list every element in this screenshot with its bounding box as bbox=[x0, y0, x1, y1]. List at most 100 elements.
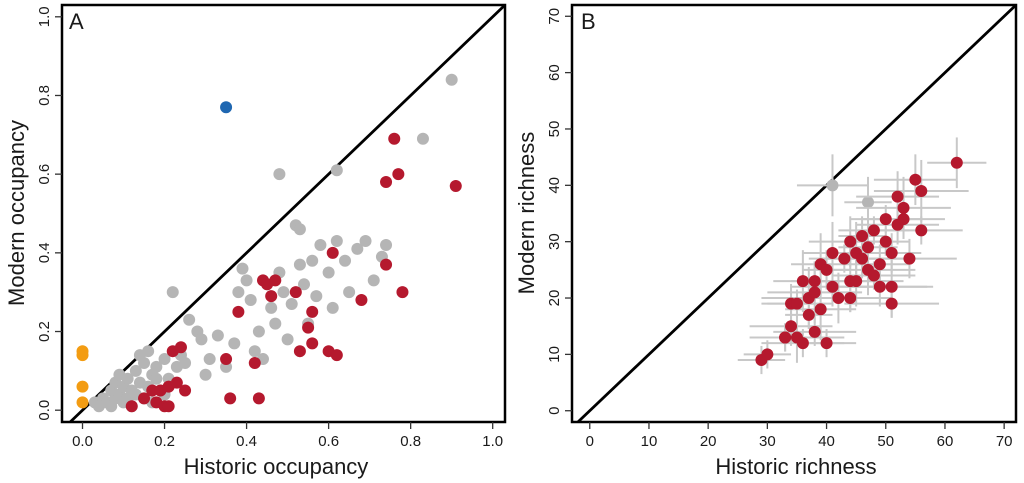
panel-a-point-red bbox=[449, 179, 462, 192]
panel-a-point-gray bbox=[343, 286, 356, 299]
panel-a-point-red bbox=[252, 392, 265, 405]
panel-b-point-red bbox=[903, 252, 916, 265]
panel-b-y-axis-title: Modern richness bbox=[514, 132, 539, 295]
panel-a-point-gray bbox=[322, 266, 335, 279]
panel-b-point-red bbox=[826, 246, 839, 259]
panel-b-point-red bbox=[779, 331, 792, 344]
panel-a-point-gray bbox=[236, 262, 249, 275]
panel-a-point-red bbox=[293, 345, 306, 358]
panel-b-point-red bbox=[808, 325, 821, 338]
panel-a-point-gray bbox=[150, 360, 163, 373]
panel-a-point-red bbox=[125, 400, 138, 413]
panel-a-point-orange bbox=[76, 396, 89, 409]
panel-a-point-gray bbox=[129, 364, 142, 377]
panel-a-y-tick-label: 0.0 bbox=[36, 400, 53, 421]
panel-b-y-tick-label: 40 bbox=[546, 177, 563, 194]
panel-a-point-red bbox=[174, 341, 187, 354]
panel-a-point-gray bbox=[228, 337, 241, 350]
panel-a-point-gray bbox=[158, 353, 171, 366]
panel-a-x-tick-label: 0.6 bbox=[318, 433, 339, 450]
panel-a-point-red bbox=[326, 246, 339, 259]
panel-a-point-red bbox=[396, 286, 409, 299]
panel-b-point-red bbox=[844, 235, 857, 248]
panel-a-point-red bbox=[380, 176, 393, 189]
panel-a-point-red bbox=[330, 349, 343, 362]
panel-b-point-red bbox=[820, 337, 833, 350]
panel-b-point-red bbox=[761, 348, 774, 361]
panel-b-x-tick-label: 40 bbox=[818, 433, 835, 450]
panel-a-point-red bbox=[302, 321, 315, 334]
panel-a-one-to-one-line bbox=[69, 3, 506, 424]
panel-a-point-gray bbox=[199, 368, 212, 381]
panel-a-point-red bbox=[269, 274, 282, 287]
panel-a-point-red bbox=[224, 392, 237, 405]
panel-a-point-red bbox=[220, 353, 233, 366]
panel-b-y-tick-label: 0 bbox=[546, 407, 563, 415]
panel-a-point-red bbox=[306, 305, 319, 318]
panel-a-point-gray bbox=[150, 372, 163, 385]
panel-a-point-gray bbox=[277, 286, 290, 299]
panel-a-point-gray bbox=[380, 238, 393, 251]
panel-a-point-gray bbox=[248, 345, 261, 358]
panel-b-point-red bbox=[790, 297, 803, 310]
panel-a-point-gray bbox=[367, 274, 380, 287]
panel-a-y-tick-label: 0.2 bbox=[36, 321, 53, 342]
panel-a-point-red bbox=[380, 258, 393, 271]
panel-b-y-tick-label: 70 bbox=[546, 8, 563, 25]
panel-a-point-red bbox=[355, 294, 368, 307]
panel-b-point-red bbox=[832, 292, 845, 305]
panel-a-point-gray bbox=[281, 333, 294, 346]
panel-b-point-gray bbox=[862, 196, 874, 209]
panel-a-points bbox=[76, 73, 462, 413]
panel-a-point-gray bbox=[339, 254, 352, 267]
panel-a-point-gray bbox=[293, 223, 306, 236]
panel-b-y-tick-label: 10 bbox=[546, 346, 563, 363]
panel-b-point-red bbox=[820, 263, 833, 276]
panel-b-point-red bbox=[885, 297, 898, 310]
panel-b-x-tick-label: 10 bbox=[641, 433, 658, 450]
panel-a-y-tick-label: 0.8 bbox=[36, 85, 53, 106]
panel-a-point-red bbox=[388, 132, 401, 145]
panel-a-point-gray bbox=[244, 294, 257, 307]
panel-a-x-tick-label: 0.0 bbox=[72, 433, 93, 450]
panel-a-point-gray bbox=[326, 301, 339, 314]
panel-a-point-gray bbox=[203, 353, 216, 366]
panel-b-point-red bbox=[891, 190, 904, 203]
panel-a-point-red bbox=[162, 400, 175, 413]
panel-a-point-gray bbox=[306, 254, 319, 267]
panel-a-point-red bbox=[170, 376, 183, 389]
panel-a-point-gray bbox=[133, 349, 146, 362]
panel-a-x-axis-title: Historic occupancy bbox=[184, 454, 369, 479]
panel-b-point-red bbox=[897, 201, 910, 214]
panel-a-point-gray bbox=[314, 238, 327, 251]
panel-b-y-tick-label: 60 bbox=[546, 64, 563, 81]
panel-a-point-red bbox=[306, 337, 319, 350]
panel-a-point-gray bbox=[293, 258, 306, 271]
panel-a-y-axis-title: Modern occupancy bbox=[4, 120, 29, 306]
panel-b-point-red bbox=[873, 258, 886, 271]
panel-b-point-red bbox=[856, 252, 869, 265]
panel-b-point-gray bbox=[826, 179, 839, 192]
panel-a-letter: A bbox=[69, 9, 84, 34]
panel-a-point-gray bbox=[183, 313, 196, 326]
panel-b-point-red bbox=[867, 269, 880, 282]
panel-b-point-red bbox=[915, 224, 928, 237]
panel-b-y-tick-label: 30 bbox=[546, 233, 563, 250]
panel-b-point-red bbox=[885, 246, 898, 259]
panel-b-y-tick-label: 50 bbox=[546, 121, 563, 138]
panel-b-point-red bbox=[867, 224, 880, 237]
panel-a-y-tick-label: 0.4 bbox=[36, 242, 53, 263]
panel-a-plot-frame bbox=[60, 3, 507, 424]
panel-b-point-red bbox=[915, 184, 928, 197]
panel-b-point-red bbox=[862, 241, 874, 254]
panel-a: 0.0 0.2 0.4 0.6 0.8 1.0 0.0 0.2 0.4 0.6 0.8 1.0 A His… bbox=[4, 3, 507, 479]
panel-a-point-gray bbox=[265, 301, 278, 314]
panel-a-point-gray bbox=[298, 278, 311, 291]
panel-a-point-gray bbox=[330, 164, 343, 177]
panel-a-x-tick-label: 0.2 bbox=[154, 433, 175, 450]
panel-b-point-red bbox=[802, 308, 815, 321]
panel-a-point-gray bbox=[166, 286, 179, 299]
panel-b-point-red bbox=[909, 173, 922, 186]
panel-a-point-gray bbox=[351, 242, 364, 255]
panel-a-point-gray bbox=[310, 290, 323, 303]
